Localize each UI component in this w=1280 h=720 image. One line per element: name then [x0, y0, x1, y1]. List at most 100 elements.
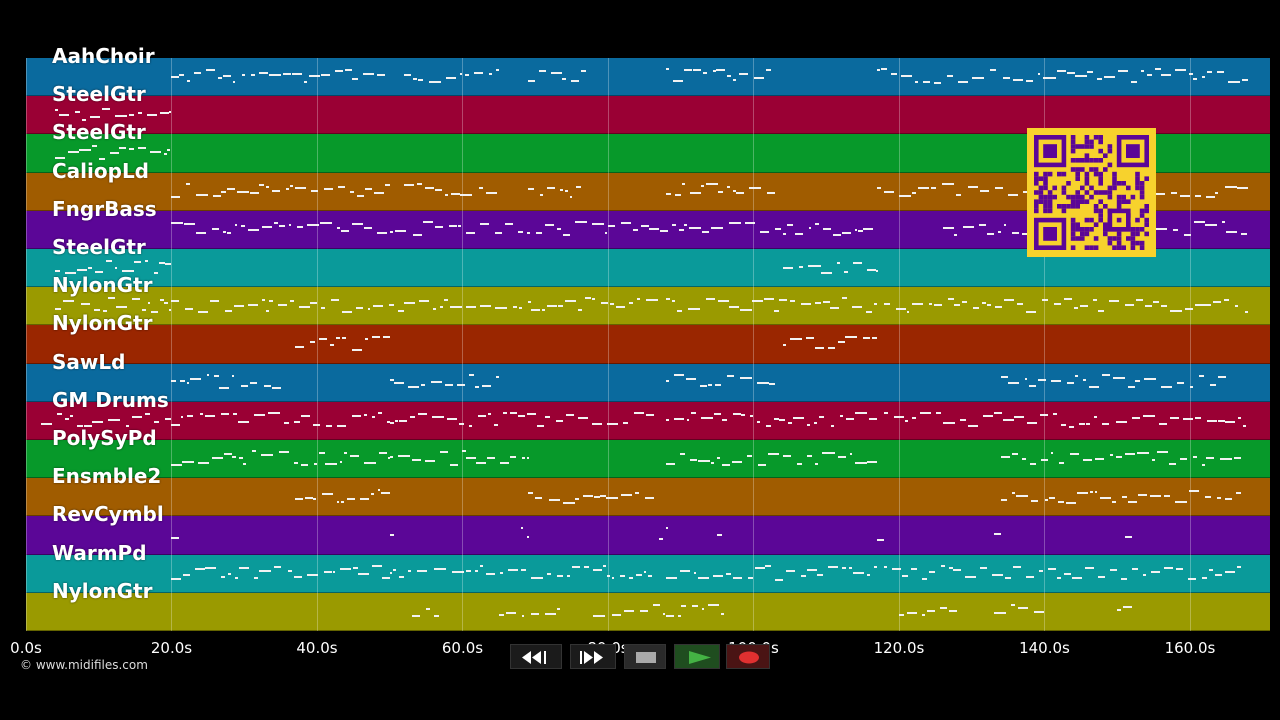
note — [187, 80, 191, 83]
note — [137, 147, 146, 150]
rewind-icon — [522, 651, 546, 664]
note — [1008, 382, 1019, 385]
stop-icon — [636, 652, 656, 663]
note — [295, 187, 299, 190]
record-button[interactable] — [726, 644, 770, 669]
note — [535, 497, 543, 500]
note — [712, 575, 724, 578]
note — [1195, 304, 1204, 307]
note — [666, 463, 676, 466]
stop-button[interactable] — [624, 644, 666, 669]
note — [217, 77, 223, 80]
note — [164, 262, 172, 265]
note — [545, 613, 556, 616]
note — [431, 416, 444, 418]
note — [147, 113, 157, 116]
note — [132, 415, 143, 418]
note — [1147, 73, 1152, 76]
time-tick-label: 40.0s — [296, 639, 338, 657]
note — [842, 566, 847, 569]
note — [389, 303, 394, 306]
note — [947, 74, 954, 77]
note — [412, 78, 418, 81]
note — [1115, 421, 1127, 424]
note — [1194, 416, 1201, 419]
note — [863, 227, 874, 230]
note — [171, 222, 184, 225]
note — [726, 186, 730, 189]
note — [269, 74, 282, 77]
note — [404, 183, 415, 186]
note — [530, 577, 543, 580]
note — [581, 70, 587, 73]
note — [1235, 492, 1241, 495]
note — [865, 310, 872, 313]
note — [1224, 186, 1237, 189]
note — [806, 424, 810, 427]
note — [457, 224, 462, 227]
note — [1225, 571, 1236, 574]
note — [394, 229, 407, 232]
note — [1012, 78, 1023, 81]
note — [769, 383, 776, 385]
play-button[interactable] — [674, 644, 720, 669]
note — [340, 501, 344, 504]
note — [691, 605, 698, 608]
fast-forward-button[interactable] — [570, 644, 616, 669]
note — [1052, 412, 1057, 415]
note — [1242, 79, 1249, 82]
note — [365, 337, 368, 340]
note — [1086, 70, 1093, 73]
note — [461, 450, 466, 453]
note — [393, 569, 397, 572]
note — [1117, 70, 1129, 73]
note — [252, 450, 257, 453]
note — [729, 222, 741, 225]
note — [593, 568, 603, 571]
note — [678, 229, 684, 232]
note — [335, 337, 340, 340]
grid-line — [607, 58, 609, 631]
note — [424, 460, 436, 463]
note — [468, 425, 473, 428]
note — [509, 412, 517, 415]
note — [602, 565, 607, 568]
note — [705, 182, 718, 185]
note — [822, 301, 830, 304]
note — [227, 232, 231, 235]
note — [322, 492, 333, 495]
note — [1103, 76, 1116, 79]
note — [662, 613, 666, 616]
note — [1144, 305, 1153, 308]
rewind-button[interactable] — [510, 644, 562, 669]
note — [1218, 419, 1225, 422]
note — [820, 271, 832, 274]
note — [355, 307, 363, 310]
note — [210, 300, 219, 303]
note — [911, 417, 916, 420]
note — [301, 415, 311, 418]
note — [672, 79, 684, 82]
track-label: NylonGtr — [52, 311, 153, 336]
note — [125, 424, 130, 427]
note — [1108, 300, 1119, 303]
note — [733, 78, 736, 81]
note — [666, 68, 670, 71]
note — [108, 297, 116, 300]
note — [1074, 306, 1079, 309]
note — [778, 419, 786, 422]
note — [1040, 413, 1048, 416]
note — [832, 233, 842, 236]
note — [197, 310, 209, 313]
note — [371, 335, 380, 338]
note — [147, 301, 150, 304]
note — [658, 538, 663, 541]
grid-line — [462, 58, 464, 631]
note — [273, 565, 282, 568]
note — [1188, 489, 1199, 492]
note — [918, 187, 929, 190]
note — [877, 187, 881, 190]
note — [1161, 305, 1168, 308]
track-lane — [26, 554, 1270, 593]
note — [92, 145, 97, 148]
